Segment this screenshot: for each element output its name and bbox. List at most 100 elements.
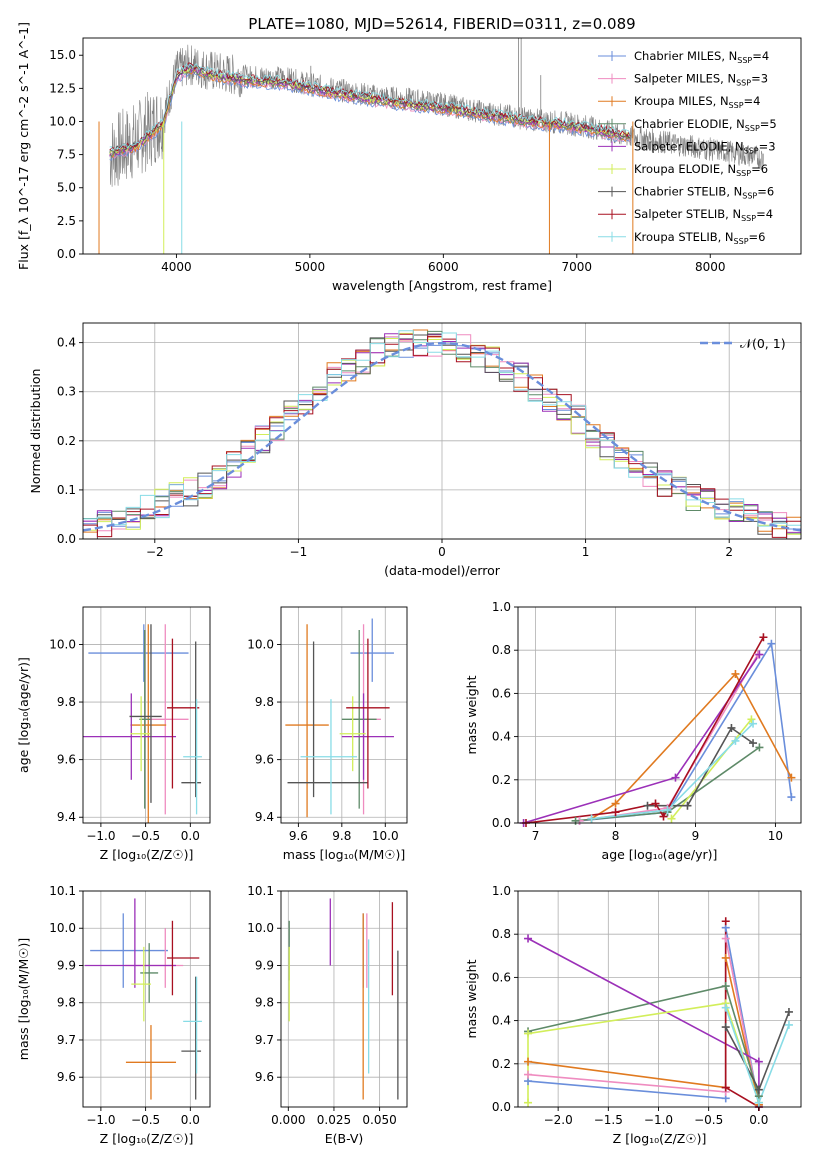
series-marker <box>721 1083 730 1092</box>
y-tick-label: 9.9 <box>57 958 76 972</box>
series-marker <box>755 743 764 752</box>
series-marker <box>727 723 736 732</box>
x-tick-label: 0.050 <box>362 1113 396 1127</box>
axes-spectrum: Chabrier MILES, NSSP=4 Salpeter MILES, NS… <box>16 22 802 293</box>
y-axis-label: mass [log₁₀(M/M☉)] <box>16 938 31 1060</box>
series-marker <box>524 1057 533 1066</box>
plot-area-mass-vs-Z <box>84 898 202 1100</box>
series-marker <box>747 715 756 724</box>
x-tick-label: −1 <box>290 545 308 559</box>
series-marker <box>767 639 776 648</box>
x-axis-label: Z [log₁₀(Z/Z☉)] <box>100 1131 194 1146</box>
plot-area-age-vs-mass <box>285 618 394 818</box>
axes-frame <box>280 606 408 824</box>
x-tick-label: −0.5 <box>131 829 160 843</box>
axes-frame <box>280 890 408 1108</box>
y-tick-label: 10.1 <box>49 884 76 898</box>
series-marker <box>643 801 652 810</box>
legend-label: Salpeter STELIB, NSSP=4 <box>634 207 773 223</box>
x-axis-label: Z [log₁₀(Z/Z☉)] <box>100 847 194 862</box>
y-tick-label: 10.0 <box>49 637 76 651</box>
x-tick-label: 1 <box>582 545 590 559</box>
x-tick-label: 10.0 <box>372 829 399 843</box>
legend-label: Salpeter MILES, NSSP=3 <box>634 72 768 88</box>
x-axis-label: (data-model)/error <box>384 563 501 578</box>
y-tick-label: 9.6 <box>255 1070 274 1084</box>
x-axis-label: Z [log₁₀(Z/Z☉)] <box>613 1131 707 1146</box>
y-tick-label: 9.7 <box>57 1033 76 1047</box>
y-tick-label: 0.8 <box>492 927 511 941</box>
y-tick-label: 10.0 <box>247 921 274 935</box>
series-marker <box>755 650 764 659</box>
y-tick-label: 0.3 <box>57 385 76 399</box>
y-tick-label: 1.0 <box>492 600 511 614</box>
y-tick-label: 9.9 <box>255 958 274 972</box>
x-tick-label: 4000 <box>161 260 192 274</box>
y-axis-label: age [log₁₀(age/yr)] <box>16 657 31 773</box>
series-marker <box>721 1023 730 1032</box>
y-axis-label: mass weight <box>464 959 479 1038</box>
x-tick-label: 0.0 <box>181 829 200 843</box>
axes-mass-weight-vs-Z: −2.0 −1.5 −1.0 −0.5 0.0 0.0 0.2 0.4 0.6 0.8 1.0 Z [… <box>464 884 802 1146</box>
x-tick-label: 9.8 <box>332 829 351 843</box>
y-tick-label: 15.0 <box>49 48 76 62</box>
plot-area-mass-vs-ebv <box>288 898 399 1100</box>
series-marker <box>611 808 620 817</box>
series-marker <box>721 982 730 991</box>
series-marker <box>749 719 758 728</box>
axes-frame <box>82 606 211 824</box>
legend-label: Kroupa ELODIE, NSSP=6 <box>634 162 768 178</box>
axes-residuals: 𝒩(0, 1) −2 −1 0 1 2 0.0 0.1 0.2 0.3 0.4 (data-model… <box>28 322 802 578</box>
y-tick-label: 10.0 <box>247 637 274 651</box>
x-tick-label: 0.0 <box>181 1113 200 1127</box>
series-marker <box>787 773 796 782</box>
x-tick-label: −1.0 <box>86 829 115 843</box>
figure-title: PLATE=1080, MJD=52614, FIBERID=0311, z=0… <box>248 15 635 33</box>
series-marker <box>721 1003 730 1012</box>
series-line <box>591 723 754 820</box>
x-tick-label: 0.025 <box>317 1113 351 1127</box>
series-marker <box>721 934 730 943</box>
legend-label: 𝒩(0, 1) <box>740 336 786 351</box>
y-tick-label: 0.0 <box>492 816 511 830</box>
legend-label: Chabrier ELODIE, NSSP=5 <box>634 117 777 133</box>
series-marker <box>683 801 692 810</box>
x-tick-label: 9.6 <box>289 829 308 843</box>
series-marker <box>524 934 533 943</box>
y-tick-label: 0.0 <box>492 1100 511 1114</box>
series-marker <box>587 814 596 823</box>
x-axis-label: age [log₁₀(age/yr)] <box>602 847 718 862</box>
legend-label: Chabrier STELIB, NSSP=6 <box>634 185 774 201</box>
y-tick-label: 10.0 <box>49 114 76 128</box>
y-tick-label: 9.6 <box>255 753 274 767</box>
x-tick-label: −1.0 <box>86 1113 115 1127</box>
y-tick-label: 0.2 <box>492 773 511 787</box>
y-tick-label: 9.6 <box>57 1070 76 1084</box>
x-tick-label: 0.000 <box>271 1113 305 1127</box>
series-marker <box>671 773 680 782</box>
y-axis-label: Flux [f_λ 10^-17 erg cm^-2 s^-1 A^-1] <box>16 22 31 270</box>
x-tick-label: −1.0 <box>644 1113 673 1127</box>
series-marker <box>611 799 620 808</box>
series-marker <box>651 799 660 808</box>
y-tick-label: 9.8 <box>255 996 274 1010</box>
y-tick-label: 0.4 <box>492 1014 511 1028</box>
legend-label: Salpeter ELODIE, NSSP=3 <box>634 139 776 155</box>
y-tick-label: 1.0 <box>492 884 511 898</box>
axes-frame <box>82 37 802 255</box>
plot-area-age-vs-Z <box>83 624 202 823</box>
series-marker <box>784 1020 793 1029</box>
y-tick-label: 0.6 <box>492 686 511 700</box>
axes-age-vs-mass: 9.6 9.8 10.0 9.4 9.6 9.8 10.0 mass [log₁₀(M/M☉)… <box>247 606 408 862</box>
x-tick-label: −2 <box>146 545 164 559</box>
normal-curve <box>83 341 801 532</box>
x-tick-label: 7000 <box>562 260 593 274</box>
series-marker <box>524 1070 533 1079</box>
y-tick-label: 12.5 <box>49 81 76 95</box>
y-tick-label: 0.0 <box>57 247 76 261</box>
y-tick-label: 9.8 <box>57 996 76 1010</box>
spectrum-legend: Chabrier MILES, NSSP=4 Salpeter MILES, NS… <box>598 49 777 246</box>
series-marker <box>759 633 768 642</box>
model-line <box>109 62 631 152</box>
